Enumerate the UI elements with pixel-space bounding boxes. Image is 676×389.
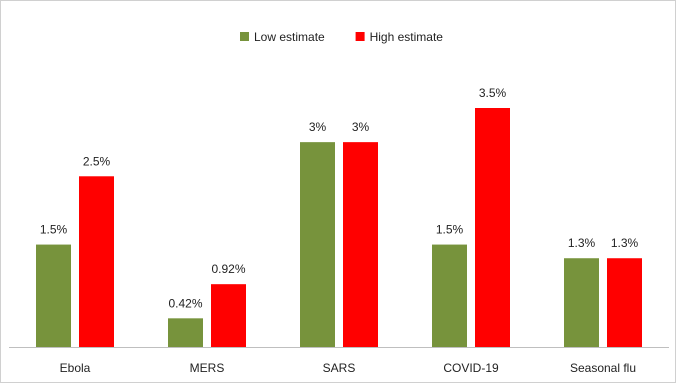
bar-high-estimate-ebola — [79, 176, 114, 347]
data-label-high-estimate: 2.5% — [83, 154, 111, 168]
data-label-low-estimate: 0.42% — [168, 296, 202, 310]
bar-high-estimate-covid-19 — [475, 108, 510, 347]
bar-high-estimate-mers — [211, 284, 246, 347]
x-tick-labels: Ebola MERS SARS COVID-19 Seasonal flu — [60, 361, 636, 375]
data-label-high-estimate: 3% — [352, 120, 370, 134]
data-label-low-estimate: 1.3% — [568, 236, 596, 250]
legend-swatch-high-estimate — [355, 32, 365, 41]
x-tick-label: Seasonal flu — [570, 361, 636, 375]
x-tick-label: MERS — [190, 361, 225, 375]
data-label-high-estimate: 0.92% — [211, 262, 245, 276]
data-label-high-estimate: 3.5% — [479, 86, 507, 100]
bar-low-estimate-seasonal-flu — [564, 258, 599, 347]
data-label-low-estimate: 3% — [309, 120, 327, 134]
x-tick-label: COVID-19 — [443, 361, 499, 375]
data-label-low-estimate: 1.5% — [40, 223, 68, 237]
legend-swatch-low-estimate — [240, 32, 249, 41]
x-tick-label: Ebola — [60, 361, 91, 375]
value-labels: 1.5% 2.5% 0.42% 0.92% 3% 3% 1.5% 3.5% 1.3% 1.3% — [40, 86, 639, 310]
bar-low-estimate-covid-19 — [432, 244, 467, 347]
bars — [36, 108, 642, 347]
bar-low-estimate-sars — [300, 142, 335, 347]
legend: Low estimate High estimate — [240, 30, 443, 44]
bar-low-estimate-mers — [168, 318, 203, 347]
legend-label-high-estimate: High estimate — [370, 30, 444, 44]
x-tick-label: SARS — [323, 361, 356, 375]
bar-high-estimate-sars — [343, 142, 378, 347]
bar-high-estimate-seasonal-flu — [607, 258, 642, 347]
legend-label-low-estimate: Low estimate — [254, 30, 325, 44]
bar-low-estimate-ebola — [36, 244, 71, 347]
data-label-high-estimate: 1.3% — [611, 236, 639, 250]
data-label-low-estimate: 1.5% — [436, 223, 464, 237]
